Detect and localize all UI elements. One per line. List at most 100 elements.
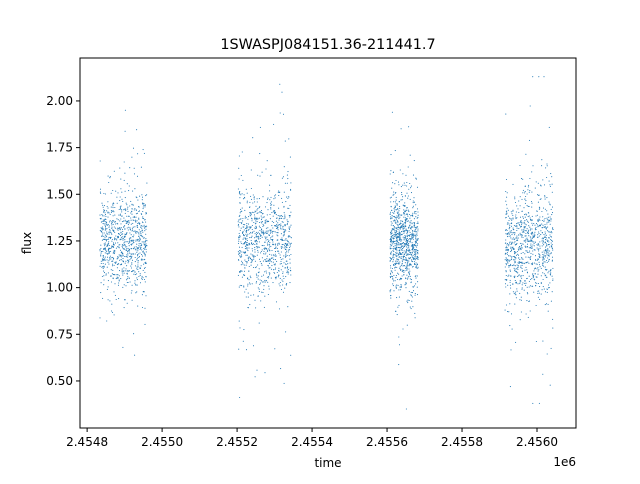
data-point bbox=[261, 220, 264, 223]
data-point bbox=[517, 248, 519, 250]
data-point bbox=[116, 196, 118, 198]
data-point bbox=[278, 283, 280, 285]
data-point bbox=[105, 273, 107, 275]
data-point bbox=[115, 298, 117, 301]
data-point bbox=[396, 244, 398, 246]
data-point bbox=[248, 229, 250, 231]
data-point bbox=[546, 252, 548, 254]
data-point bbox=[505, 190, 507, 193]
data-point bbox=[505, 249, 507, 251]
data-point bbox=[540, 293, 542, 295]
data-point bbox=[280, 227, 282, 229]
data-point bbox=[130, 265, 132, 267]
data-point bbox=[112, 207, 114, 209]
data-point bbox=[518, 275, 520, 277]
data-point bbox=[549, 184, 551, 186]
data-point bbox=[528, 212, 530, 214]
data-point bbox=[274, 272, 276, 274]
data-point bbox=[248, 206, 251, 208]
data-point bbox=[108, 260, 110, 262]
data-point bbox=[141, 194, 143, 196]
data-point bbox=[288, 230, 290, 232]
data-point bbox=[128, 249, 130, 251]
data-point bbox=[546, 210, 548, 212]
data-point bbox=[521, 267, 523, 269]
data-point bbox=[403, 232, 405, 234]
data-point bbox=[412, 236, 414, 239]
data-point bbox=[144, 206, 146, 208]
data-point bbox=[412, 207, 414, 209]
data-point bbox=[518, 274, 520, 276]
data-point bbox=[514, 275, 516, 277]
data-point bbox=[282, 225, 284, 227]
data-point bbox=[276, 260, 278, 262]
data-point bbox=[508, 260, 510, 262]
data-point bbox=[117, 256, 119, 258]
data-point bbox=[401, 192, 403, 194]
data-point bbox=[260, 252, 262, 254]
data-point bbox=[117, 227, 119, 229]
data-point bbox=[516, 217, 518, 219]
data-point bbox=[138, 243, 140, 245]
data-point bbox=[523, 230, 525, 232]
data-point bbox=[275, 194, 277, 196]
data-point bbox=[250, 195, 252, 197]
data-point bbox=[409, 278, 411, 280]
data-point bbox=[551, 206, 554, 208]
data-point bbox=[104, 256, 106, 258]
data-point bbox=[118, 279, 120, 281]
data-point bbox=[260, 250, 262, 253]
data-point bbox=[391, 187, 393, 189]
data-point bbox=[519, 232, 521, 234]
data-point bbox=[126, 248, 128, 250]
data-point bbox=[524, 202, 526, 204]
data-point bbox=[412, 286, 414, 288]
data-point bbox=[285, 230, 287, 232]
data-point bbox=[133, 333, 135, 335]
data-point bbox=[111, 226, 113, 228]
data-point bbox=[277, 243, 279, 245]
data-point bbox=[517, 237, 519, 239]
data-point bbox=[109, 237, 111, 240]
data-point bbox=[517, 208, 519, 210]
data-point bbox=[417, 243, 419, 245]
data-point bbox=[408, 260, 410, 262]
y-tick-label: 0.75 bbox=[46, 327, 73, 341]
data-point bbox=[406, 206, 408, 209]
data-point bbox=[529, 310, 531, 312]
data-point bbox=[508, 233, 510, 235]
data-point bbox=[279, 112, 281, 114]
data-point bbox=[120, 218, 122, 220]
data-point bbox=[522, 178, 524, 180]
data-point bbox=[400, 225, 402, 227]
data-point bbox=[251, 283, 253, 285]
data-point bbox=[107, 224, 109, 226]
data-point bbox=[548, 219, 551, 221]
data-point bbox=[546, 176, 548, 179]
data-point bbox=[394, 245, 396, 247]
data-point bbox=[257, 208, 259, 210]
data-point bbox=[534, 241, 537, 243]
data-point bbox=[123, 248, 125, 250]
data-point bbox=[394, 264, 396, 266]
data-point bbox=[400, 230, 403, 233]
data-point bbox=[277, 250, 279, 252]
data-point bbox=[400, 199, 402, 201]
data-point bbox=[243, 270, 246, 272]
data-point bbox=[389, 257, 391, 259]
data-point bbox=[412, 174, 415, 176]
data-point bbox=[551, 259, 553, 261]
data-point bbox=[144, 240, 146, 243]
data-point bbox=[505, 264, 507, 266]
data-point bbox=[129, 242, 131, 244]
data-point bbox=[286, 219, 288, 221]
data-point bbox=[260, 210, 263, 212]
data-point bbox=[389, 197, 391, 199]
data-point bbox=[409, 263, 411, 265]
data-point bbox=[285, 252, 287, 254]
data-point bbox=[545, 243, 548, 245]
data-point bbox=[408, 241, 410, 243]
data-point bbox=[520, 246, 522, 248]
data-point bbox=[105, 235, 107, 237]
